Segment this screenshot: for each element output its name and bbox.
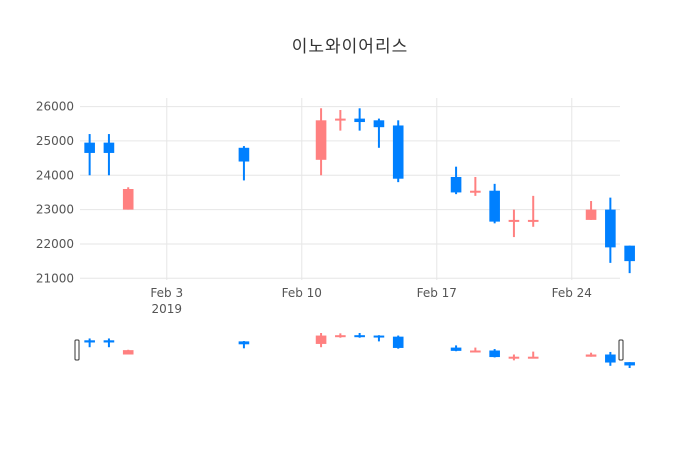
candle-body xyxy=(315,120,327,160)
candle-body xyxy=(354,335,365,338)
candle-body xyxy=(470,350,481,353)
candle-body xyxy=(605,354,616,363)
candlestick xyxy=(315,108,327,176)
candle-body xyxy=(624,362,635,366)
candle-body xyxy=(373,335,385,338)
candle-body xyxy=(470,190,481,193)
rangeslider-candle xyxy=(373,335,385,342)
candlestick xyxy=(624,245,635,274)
candlestick xyxy=(84,134,95,176)
candlestick xyxy=(354,108,365,131)
candle-body xyxy=(392,125,404,179)
rangeslider-candle xyxy=(103,338,115,348)
rangeslider-candle xyxy=(489,349,500,358)
candle-body xyxy=(585,209,597,220)
candle-body xyxy=(450,347,462,351)
candle-body xyxy=(527,219,539,222)
chart-title: 이노와이어리스 xyxy=(291,37,409,57)
candlestick xyxy=(122,187,134,210)
candlestick xyxy=(508,209,520,238)
y-tick-label: 23000 xyxy=(36,203,74,217)
candle-body xyxy=(624,245,635,262)
rangeslider-candle xyxy=(335,333,346,338)
candle-body xyxy=(354,118,365,123)
candlestick xyxy=(527,195,539,227)
y-tick-label: 25000 xyxy=(36,134,74,148)
rangeslider-candle xyxy=(238,341,250,349)
candle-body xyxy=(122,350,134,355)
candle-body xyxy=(315,335,327,344)
candle-body xyxy=(238,341,250,345)
candle-body xyxy=(84,142,95,153)
candlestick xyxy=(392,120,404,183)
range-slider[interactable] xyxy=(74,333,635,368)
candle-body xyxy=(84,340,95,343)
x-tick-label: Feb 17 xyxy=(417,286,457,300)
candle-body xyxy=(335,335,346,338)
y-tick-label: 24000 xyxy=(36,168,74,182)
rangeslider-left-handle[interactable] xyxy=(74,339,80,361)
x-year-label: 2019 xyxy=(152,302,183,316)
candlestick xyxy=(489,183,500,224)
candlestick xyxy=(373,118,385,148)
candle-body xyxy=(527,356,539,359)
candlestick xyxy=(103,134,115,176)
rangeslider-candle xyxy=(122,349,134,355)
rangeslider-candle xyxy=(527,351,539,359)
candle-body xyxy=(489,190,500,222)
candle-body xyxy=(122,189,134,210)
candle-body xyxy=(489,350,500,358)
y-tick-label: 21000 xyxy=(36,271,74,285)
candle-body xyxy=(335,118,346,121)
candle-body xyxy=(238,147,250,162)
candle-body xyxy=(508,356,520,359)
y-tick-label: 26000 xyxy=(36,100,74,114)
candlestick xyxy=(335,110,346,131)
candle-body xyxy=(605,209,616,248)
candlestick xyxy=(585,201,597,220)
candle-body xyxy=(585,354,597,357)
rangeslider-candle xyxy=(315,333,327,348)
rangeslider-candle xyxy=(605,351,616,366)
candle-body xyxy=(373,120,385,128)
candlestick xyxy=(238,146,250,181)
candle-body xyxy=(450,176,462,193)
rangeslider-candle xyxy=(508,354,520,361)
candle-body xyxy=(103,340,115,343)
x-tick-label: Feb 3 xyxy=(150,286,183,300)
candlestick xyxy=(470,176,481,196)
rangeslider-candle xyxy=(624,362,635,368)
rangeslider-candle xyxy=(84,338,95,348)
rangeslider-candle xyxy=(470,347,481,353)
rangeslider-candle xyxy=(450,345,462,352)
rangeslider-candle xyxy=(354,333,365,338)
candlestick xyxy=(450,166,462,195)
candle-body xyxy=(392,336,404,348)
y-tick-label: 22000 xyxy=(36,237,74,251)
candle-body xyxy=(508,219,520,222)
candlestick xyxy=(605,197,616,263)
rangeslider-right-handle[interactable] xyxy=(618,339,624,361)
x-tick-label: Feb 10 xyxy=(282,286,322,300)
x-tick-label: Feb 24 xyxy=(552,286,592,300)
rangeslider-candle xyxy=(392,335,404,349)
candle-body xyxy=(103,142,115,153)
plot-area: 21000 22000 23000 24000 25000 26000 Feb 3 Feb 1… xyxy=(36,98,635,316)
rangeslider-candle xyxy=(585,352,597,357)
